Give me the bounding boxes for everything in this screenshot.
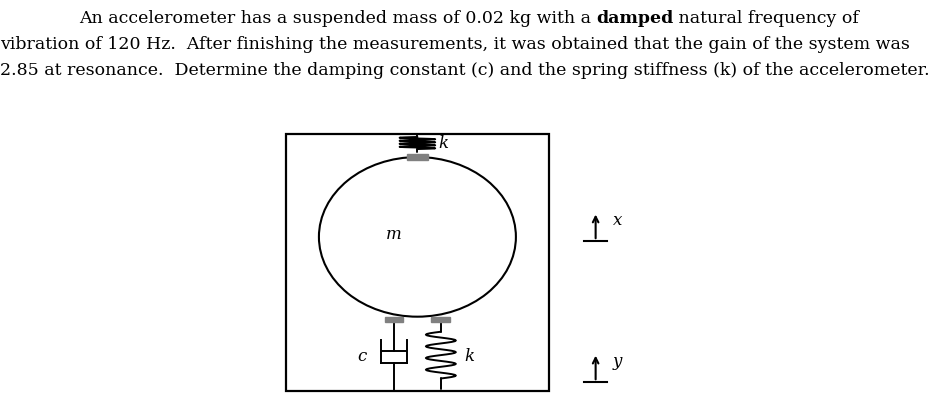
Text: x: x	[613, 212, 622, 228]
Text: vibration of 120 Hz.  After finishing the measurements, it was obtained that the: vibration of 120 Hz. After finishing the…	[0, 37, 910, 53]
Text: natural frequency of: natural frequency of	[673, 10, 859, 27]
Ellipse shape	[319, 157, 516, 317]
Text: m: m	[386, 226, 401, 243]
Text: k: k	[438, 134, 448, 152]
Text: 2.85 at resonance.  Determine the damping constant (c) and the spring stiffness : 2.85 at resonance. Determine the damping…	[0, 62, 930, 79]
Text: c: c	[357, 348, 367, 365]
Bar	[385, 317, 403, 322]
Text: y: y	[613, 353, 622, 370]
Bar	[286, 134, 549, 391]
Bar	[407, 154, 428, 160]
Text: An accelerometer has a suspended mass of 0.02 kg with a: An accelerometer has a suspended mass of…	[79, 10, 597, 27]
Text: k: k	[464, 348, 474, 365]
Bar	[431, 317, 450, 322]
Text: damped: damped	[597, 10, 673, 27]
